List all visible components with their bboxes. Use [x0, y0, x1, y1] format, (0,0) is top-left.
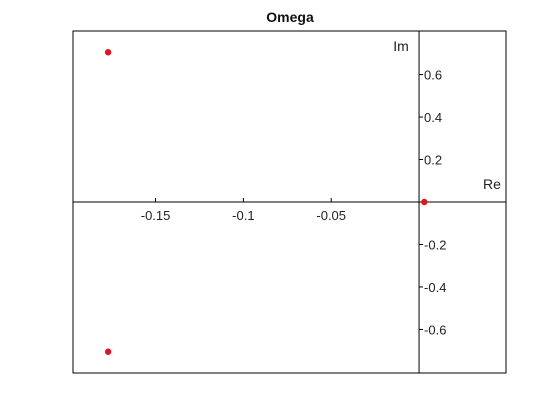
data-point	[104, 348, 112, 355]
data-point	[104, 49, 112, 56]
tick-labels: -0.15 -0.1 -0.05 0.6 0.4 0.2 -0.2 -0.4 -0.6	[141, 68, 447, 338]
y-tick-label: -0.4	[424, 280, 446, 295]
y-tick-label: 0.4	[424, 110, 442, 125]
x-tick-label: -0.15	[141, 208, 171, 223]
data-points	[104, 49, 428, 355]
real-axis-label: Re	[483, 176, 501, 192]
y-tick-label: 0.2	[424, 153, 442, 168]
y-tick-label: -0.6	[424, 322, 446, 337]
tick-marks	[155, 74, 424, 330]
x-tick-label: -0.1	[232, 208, 254, 223]
y-tick-label: -0.2	[424, 237, 446, 252]
axes	[73, 31, 506, 373]
x-tick-label: -0.05	[316, 208, 346, 223]
data-point	[421, 198, 428, 206]
y-tick-label: 0.6	[424, 68, 442, 83]
imag-axis-label: Im	[393, 38, 409, 54]
chart-title: Omega	[266, 9, 314, 25]
